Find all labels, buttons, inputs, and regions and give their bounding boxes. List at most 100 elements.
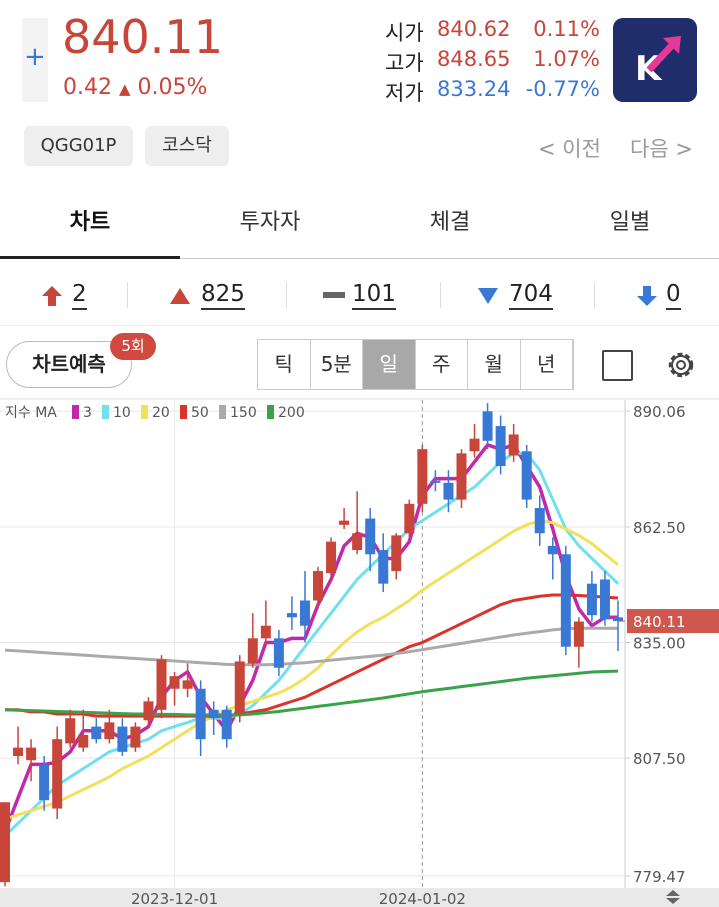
legend-swatch [267, 405, 274, 419]
change: 0.42 ▲ 0.05% [63, 75, 207, 100]
up-icon [170, 288, 190, 304]
down-count: 704 [509, 280, 553, 310]
period-button[interactable]: 5분 [311, 340, 363, 389]
price-tag [627, 609, 719, 634]
x-tick-label: 2024-01-02 [379, 890, 466, 907]
period-selector: 틱 5분 일 주 월 년 [257, 339, 574, 390]
prev-button[interactable]: < 이전 [538, 137, 601, 161]
side-bar [22, 18, 48, 102]
candle-body [117, 726, 128, 752]
settings-button[interactable] [664, 348, 698, 382]
candle-body [286, 613, 297, 618]
tab[interactable]: 투자자 [239, 210, 301, 235]
flat-icon [323, 292, 345, 298]
legend-swatch [102, 405, 109, 419]
legend-swatch [141, 405, 148, 419]
candle-body [182, 680, 193, 689]
divider [0, 325, 719, 326]
stat-value: 840.62 [437, 17, 511, 41]
stat-label: 저가 [385, 81, 424, 105]
tab[interactable]: 체결 [429, 210, 471, 235]
candle-body [547, 545, 558, 555]
candle-body [260, 625, 271, 639]
candle-body [613, 617, 623, 622]
separator [127, 282, 128, 308]
legend-label: 10 [113, 405, 131, 421]
candle-body [39, 764, 50, 801]
y-tick-label: 779.47 [633, 868, 686, 886]
app-logo[interactable]: K [613, 18, 697, 102]
ma-line [5, 593, 619, 718]
legend-swatch [72, 405, 79, 419]
candle-body [299, 600, 310, 626]
stat-label: 고가 [385, 51, 424, 75]
predict-button[interactable]: 차트예측 [6, 341, 132, 388]
period-button[interactable]: 틱 [258, 340, 311, 389]
candle-body [221, 709, 232, 740]
candle-body [534, 508, 545, 534]
candle-body [443, 482, 454, 500]
up-count: 825 [201, 280, 245, 310]
stat-pct: 0.11% [533, 17, 600, 41]
candle-body [0, 802, 10, 883]
up-limit-icon [42, 286, 62, 306]
down-limit-icon [637, 286, 657, 306]
candle-body [521, 451, 532, 500]
add-icon[interactable]: + [24, 42, 46, 72]
candle-body [456, 453, 467, 500]
candle-body [352, 533, 363, 551]
candle-body [273, 638, 284, 668]
period-button[interactable]: 월 [468, 340, 521, 389]
candle-body [586, 583, 597, 616]
tab[interactable]: 차트 [69, 210, 111, 235]
ma-line [4, 626, 618, 667]
change-pct: 0.05% [137, 75, 208, 100]
candle-body [508, 434, 519, 456]
candle-body [417, 449, 428, 504]
candle-body [156, 659, 167, 710]
y-tick-label: 890.06 [633, 403, 686, 421]
candle-body [52, 739, 63, 809]
candle-body [339, 520, 350, 525]
candle-body [560, 554, 571, 647]
y-tick-label: 835.00 [633, 635, 686, 653]
tab-divider [0, 258, 719, 259]
up-limit-count: 2 [72, 280, 87, 310]
ma-line [4, 519, 619, 821]
ma-line [3, 451, 620, 837]
separator [440, 282, 441, 308]
tab-underline [0, 256, 180, 259]
flat-count: 101 [352, 280, 396, 310]
layout-button[interactable] [602, 350, 633, 381]
change-value: 0.42 [63, 75, 112, 100]
candle-body [247, 638, 258, 664]
candle-body [404, 503, 415, 534]
candle-body [378, 550, 389, 584]
legend-title: 지수 MA [5, 405, 57, 421]
stat-pct: -0.77% [525, 77, 600, 101]
next-button[interactable]: 다음 > [630, 137, 693, 161]
separator [594, 282, 595, 308]
price: 840.11 [62, 10, 223, 64]
candle-body [104, 722, 115, 740]
legend-swatch [219, 405, 226, 419]
legend-label: 50 [191, 405, 209, 421]
stat-pct: 1.07% [533, 47, 600, 71]
predict-badge: 5회 [110, 333, 156, 360]
down-icon [478, 288, 498, 304]
candle-body [91, 726, 102, 740]
candle-body [573, 621, 584, 647]
scroll-icon [666, 890, 680, 904]
code-badge: QGG01P [24, 126, 133, 166]
y-tick-label: 862.50 [633, 519, 686, 537]
candle-body [130, 726, 141, 748]
period-button[interactable]: 년 [521, 340, 573, 389]
stat-label: 시가 [385, 21, 424, 45]
candle-body [169, 676, 180, 689]
price-tag-label: 840.11 [633, 613, 686, 631]
period-button[interactable]: 주 [416, 340, 468, 389]
period-button[interactable]: 일 [363, 340, 416, 389]
candle-body [599, 579, 610, 620]
tab[interactable]: 일별 [609, 210, 651, 235]
stat-value: 833.24 [437, 77, 511, 101]
